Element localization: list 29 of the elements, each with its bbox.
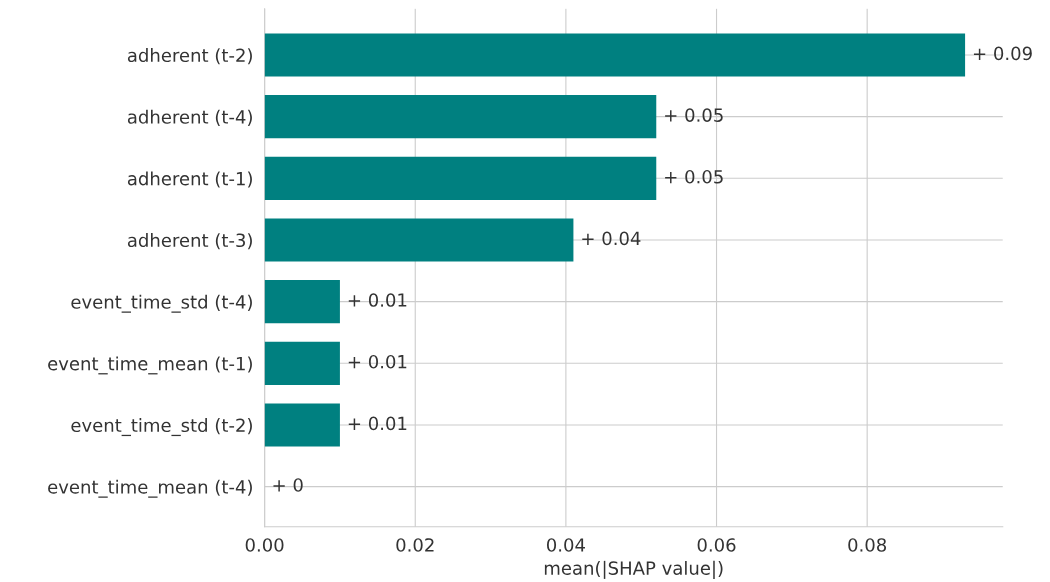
y-tick-label: adherent (t-4) bbox=[127, 109, 252, 126]
bar bbox=[264, 33, 966, 77]
y-tick-label: event_time_mean (t-1) bbox=[48, 356, 252, 375]
data-label: + 0.05 bbox=[665, 169, 723, 184]
data-label: + 0.01 bbox=[348, 293, 407, 307]
x-tick-label: 0.04 bbox=[546, 538, 585, 552]
x-tick-label: 0.00 bbox=[245, 538, 284, 552]
bar bbox=[264, 218, 574, 262]
x-axis-title: mean(|SHAP value|) bbox=[544, 560, 723, 579]
y-tick-label: event_time_std (t-2) bbox=[71, 418, 252, 437]
data-label: + 0.05 bbox=[665, 108, 723, 122]
data-label: + 0.01 bbox=[348, 416, 407, 431]
data-label: + 0.01 bbox=[348, 354, 407, 369]
y-tick-label: adherent (t-3) bbox=[127, 233, 252, 250]
bar bbox=[264, 95, 657, 139]
data-label: + 0 bbox=[273, 478, 303, 492]
x-tick-label: 0.06 bbox=[697, 538, 736, 552]
x-tick-label: 0.08 bbox=[848, 538, 887, 552]
data-label: + 0.04 bbox=[582, 231, 641, 246]
y-tick-label: event_time_std (t-4) bbox=[71, 294, 252, 313]
bar bbox=[264, 280, 340, 324]
bar bbox=[264, 156, 657, 200]
bar bbox=[264, 341, 340, 385]
y-tick-label: event_time_mean (t-4) bbox=[48, 479, 252, 498]
bar bbox=[264, 403, 340, 447]
y-tick-label: adherent (t-1) bbox=[127, 171, 252, 188]
x-tick-label: 0.02 bbox=[396, 538, 434, 552]
data-label: + 0.09 bbox=[973, 46, 1032, 61]
y-tick-label: adherent (t-2) bbox=[127, 48, 252, 65]
